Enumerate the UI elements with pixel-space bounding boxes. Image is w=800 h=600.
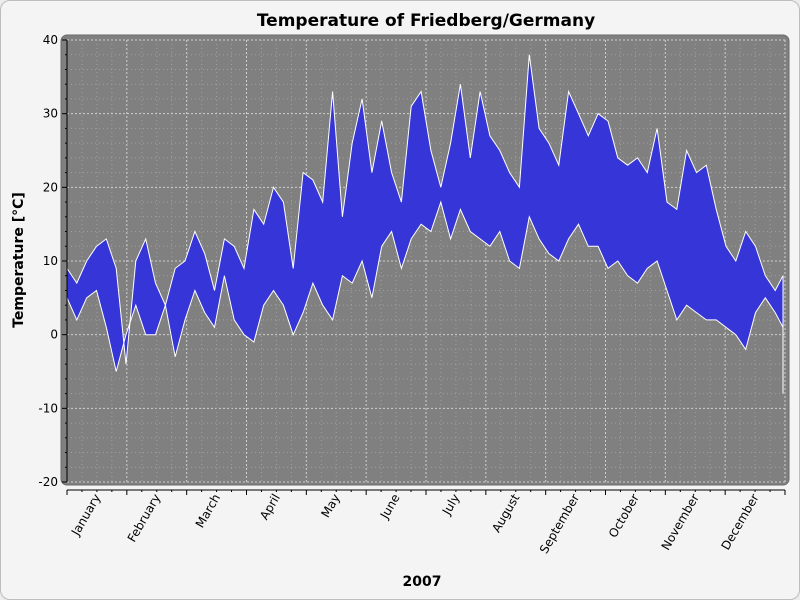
y-tick-label: 10 — [43, 254, 58, 268]
y-tick-label: 0 — [50, 328, 58, 342]
x-tick-label: April — [257, 492, 283, 523]
x-tick-label: March — [193, 492, 223, 531]
chart-title: Temperature of Friedberg/Germany — [257, 11, 595, 31]
plot-area — [60, 34, 790, 486]
temperature-range-band — [67, 54, 783, 394]
x-tick-label: December — [718, 491, 761, 552]
series-min-line — [66, 200, 784, 394]
x-tick-label: October — [606, 491, 642, 540]
x-tick-label: May — [318, 492, 343, 520]
x-axis: January February March April May June July Augu… — [66, 489, 786, 556]
y-tick-label: 20 — [43, 180, 58, 194]
x-tick-label: July — [439, 492, 462, 519]
y-tick-label: -20 — [38, 475, 58, 489]
x-axis-title: 2007 — [403, 574, 442, 590]
x-tick-label: August — [489, 491, 522, 535]
y-tick-label: 30 — [43, 107, 58, 121]
x-tick-label: September — [537, 491, 582, 555]
x-tick-label: February — [125, 492, 164, 545]
y-tick-label: -10 — [38, 401, 58, 415]
series-max-line — [66, 54, 784, 365]
x-tick-label: November — [659, 491, 702, 552]
y-axis: 40 30 20 10 0 -10 -20 — [38, 33, 68, 489]
x-tick-label: January — [68, 492, 103, 539]
y-tick-label: 40 — [43, 33, 58, 47]
x-tick-label: June — [377, 492, 403, 523]
y-axis-title: Temperature [°C] — [11, 192, 27, 328]
